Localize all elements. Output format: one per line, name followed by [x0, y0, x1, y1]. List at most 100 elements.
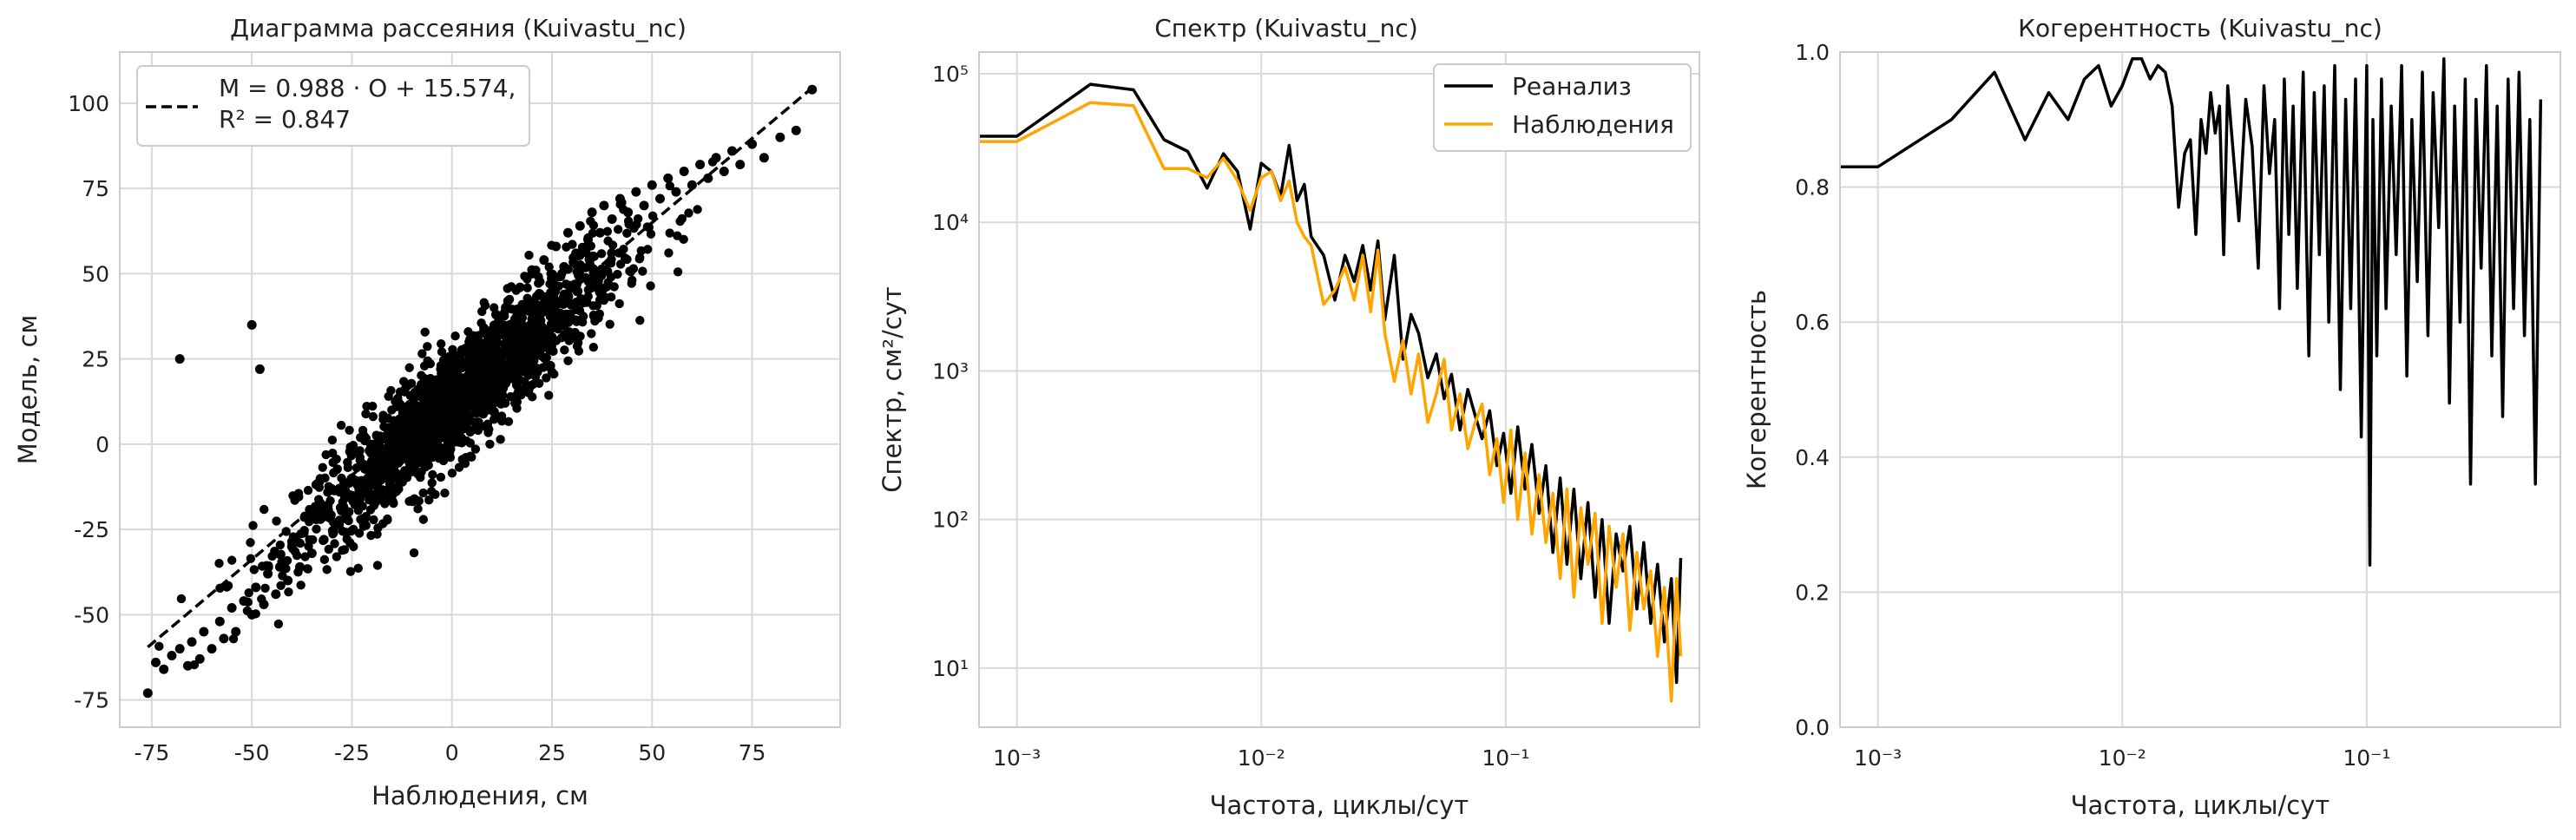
- scatter-point: [547, 310, 556, 319]
- scatter-point: [587, 329, 596, 338]
- scatter-point: [509, 314, 520, 324]
- coherence-series: [1840, 57, 2543, 568]
- scatter-point: [378, 414, 388, 424]
- scatter-point: [615, 200, 625, 209]
- scatter-point: [534, 378, 544, 388]
- scatter-point: [464, 386, 474, 397]
- scatter-regression-line: [147, 86, 813, 649]
- scatter-point: [540, 353, 549, 364]
- scatter-point: [588, 311, 599, 321]
- scatter-point: [524, 337, 534, 347]
- scatter-point: [358, 502, 367, 511]
- scatter-x-tick-label: -25: [334, 740, 370, 765]
- scatter-point: [457, 434, 467, 443]
- scatter-y-tick-label: -25: [74, 517, 109, 542]
- scatter-point: [562, 227, 573, 238]
- spectrum-y-tick-label: 10⁵: [932, 62, 969, 87]
- scatter-point: [516, 390, 526, 400]
- scatter-point: [549, 346, 558, 357]
- scatter-point: [604, 258, 614, 267]
- scatter-point: [470, 444, 481, 454]
- scatter-point: [425, 373, 436, 384]
- scatter-point: [372, 561, 383, 570]
- scatter-point: [585, 256, 595, 266]
- scatter-point: [438, 371, 448, 380]
- scatter-point: [775, 132, 785, 142]
- scatter-point: [407, 444, 417, 454]
- scatter-point: [361, 409, 371, 419]
- scatter-point: [246, 554, 256, 563]
- spectrum-legend: Реанализ Наблюдения: [1433, 63, 1692, 152]
- scatter-point: [522, 283, 532, 292]
- coherence-x-tick-label: 10⁻³: [1854, 745, 1902, 771]
- spectrum-series-observations: [979, 101, 1683, 703]
- scatter-point: [428, 469, 437, 480]
- scatter-point: [529, 296, 539, 305]
- scatter-point: [547, 336, 557, 345]
- scatter-point: [271, 589, 281, 600]
- scatter-point: [369, 515, 378, 525]
- coherence-y-tick-label: 0.6: [1795, 310, 1830, 335]
- scatter-point: [365, 495, 374, 505]
- scatter-point: [638, 266, 647, 276]
- scatter-point: [465, 451, 476, 461]
- scatter-point: [417, 456, 428, 465]
- scatter-point: [337, 473, 346, 483]
- spectrum-x-tick-label: 10⁻¹: [1482, 745, 1529, 771]
- scatter-title: Диаграмма рассеяния (Kuivastu_nc): [230, 14, 687, 43]
- scatter-point: [503, 417, 514, 426]
- scatter-y-tick-label: 0: [95, 432, 109, 457]
- scatter-point: [607, 248, 616, 258]
- scatter-point: [497, 417, 507, 426]
- scatter-point: [511, 285, 521, 295]
- scatter-point: [257, 594, 266, 604]
- scatter-point: [416, 379, 426, 390]
- spectrum-grid: [979, 52, 1699, 727]
- scatter-point: [343, 457, 352, 468]
- scatter-point: [555, 272, 566, 282]
- scatter-point: [246, 538, 255, 548]
- scatter-point: [807, 84, 818, 95]
- scatter-point: [512, 368, 522, 377]
- scatter-point: [369, 467, 378, 476]
- scatter-point: [249, 565, 260, 574]
- coherence-y-tick-label: 0.8: [1795, 175, 1830, 200]
- scatter-point: [409, 548, 419, 558]
- scatter-point: [423, 342, 432, 351]
- scatter-point: [587, 207, 597, 218]
- scatter-point: [281, 564, 291, 574]
- coherence-y-tick-label: 0.2: [1795, 580, 1830, 605]
- coherence-y-tick-label: 0.0: [1795, 715, 1830, 740]
- scatter-point: [303, 485, 313, 495]
- scatter-point: [275, 550, 285, 560]
- scatter-point: [564, 327, 575, 337]
- scatter-point: [423, 356, 432, 366]
- scatter-points: [142, 84, 818, 699]
- scatter-point: [411, 417, 421, 427]
- scatter-point: [695, 160, 706, 170]
- scatter-legend-equation: M = 0.988 · O + 15.574,: [219, 74, 516, 102]
- scatter-point: [353, 476, 363, 486]
- scatter-point: [547, 240, 556, 250]
- scatter-point: [199, 627, 209, 637]
- scatter-point: [407, 409, 417, 419]
- scatter-point: [458, 373, 468, 383]
- scatter-point: [389, 498, 398, 509]
- scatter-point: [383, 514, 392, 524]
- scatter-point: [368, 411, 378, 422]
- scatter-point: [491, 374, 501, 384]
- scatter-x-tick-label: 25: [538, 740, 566, 765]
- scatter-point: [635, 315, 645, 325]
- scatter-point: [214, 558, 224, 568]
- scatter-point: [366, 530, 376, 541]
- coherence-plot-frame: [1839, 51, 2561, 728]
- scatter-point: [278, 571, 287, 581]
- scatter-point: [396, 400, 405, 410]
- scatter-point: [564, 336, 574, 345]
- scatter-point: [187, 637, 197, 647]
- scatter-point: [417, 467, 426, 477]
- coherence-y-label: Когерентность: [1742, 290, 1771, 489]
- scatter-point: [338, 546, 347, 555]
- scatter-point: [410, 461, 420, 471]
- scatter-point: [517, 307, 527, 318]
